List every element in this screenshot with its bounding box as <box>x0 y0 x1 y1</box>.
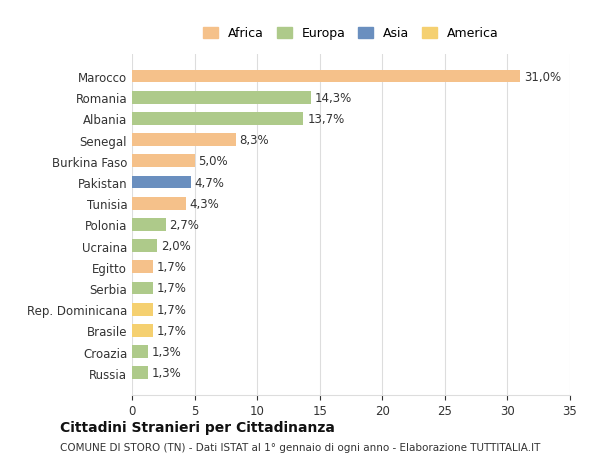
Bar <box>132 218 166 231</box>
Text: 1,7%: 1,7% <box>157 303 187 316</box>
Bar <box>132 134 236 147</box>
Bar <box>132 155 194 168</box>
Text: 13,7%: 13,7% <box>307 112 344 126</box>
Text: 1,7%: 1,7% <box>157 324 187 337</box>
Text: 2,7%: 2,7% <box>170 218 199 231</box>
Text: 1,3%: 1,3% <box>152 366 182 380</box>
Bar <box>132 282 153 295</box>
Text: 5,0%: 5,0% <box>199 155 228 168</box>
Bar <box>132 367 148 379</box>
Legend: Africa, Europa, Asia, America: Africa, Europa, Asia, America <box>203 28 499 40</box>
Bar <box>132 346 148 358</box>
Text: 14,3%: 14,3% <box>315 91 352 105</box>
Text: 1,3%: 1,3% <box>152 345 182 358</box>
Text: 4,3%: 4,3% <box>190 197 220 210</box>
Text: 1,7%: 1,7% <box>157 261 187 274</box>
Text: 8,3%: 8,3% <box>239 134 269 147</box>
Bar <box>132 325 153 337</box>
Text: COMUNE DI STORO (TN) - Dati ISTAT al 1° gennaio di ogni anno - Elaborazione TUTT: COMUNE DI STORO (TN) - Dati ISTAT al 1° … <box>60 442 541 452</box>
Bar <box>132 240 157 252</box>
Bar <box>132 92 311 104</box>
Bar <box>132 113 304 125</box>
Text: 2,0%: 2,0% <box>161 240 191 252</box>
Bar <box>132 261 153 274</box>
Text: 31,0%: 31,0% <box>524 70 561 84</box>
Bar <box>132 303 153 316</box>
Text: 4,7%: 4,7% <box>194 176 224 189</box>
Text: 1,7%: 1,7% <box>157 282 187 295</box>
Bar <box>132 71 520 83</box>
Text: Cittadini Stranieri per Cittadinanza: Cittadini Stranieri per Cittadinanza <box>60 420 335 435</box>
Bar <box>132 197 186 210</box>
Bar <box>132 176 191 189</box>
